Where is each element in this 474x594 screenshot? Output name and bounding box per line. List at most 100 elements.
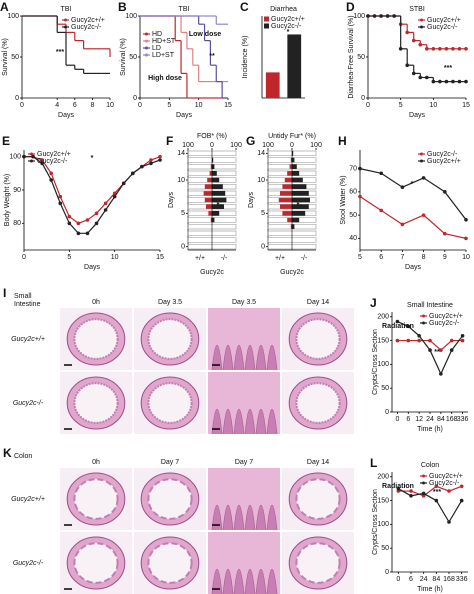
y-tick-label: 50 [129,54,137,61]
group-label: -/- [221,255,228,262]
point [112,191,117,196]
y-tick-label: 100 [353,13,365,20]
legend-marker [145,46,148,50]
legend-label: Gucy2c-/- [429,480,460,487]
point [40,161,44,166]
x-axis-label: Days [176,112,192,119]
point [76,231,81,236]
lumen [295,542,341,584]
point [140,164,144,169]
panel-label: K [3,446,12,460]
bar [212,164,215,169]
legend-marker [422,321,425,325]
villus [233,569,245,594]
point [447,489,451,493]
column-label: Day 14 [307,299,329,306]
y-tick-label: 100 [377,521,389,528]
y-tick-label: 50 [11,54,19,61]
x-tick-label: 15 [462,102,470,109]
legend-label: Gucy2c-/- [71,24,102,31]
legend-label: Gucy2c+/+ [71,17,105,24]
annotation: * [287,29,290,36]
point [434,484,439,489]
lumen [73,478,119,520]
y-tick-label: 0 [261,244,265,251]
y-tick-label: 100 [125,13,137,20]
legend-label: Gucy2c+/+ [427,158,461,165]
y-tick-label: 0 [181,244,185,251]
annotation: * [411,181,414,188]
point [85,231,90,236]
point [379,14,383,18]
villus [222,569,234,594]
y-axis-label: Stool Water (%) [340,175,347,224]
y-tick-label: 5 [181,210,185,217]
series-line [359,168,467,221]
y-tick-label: 150 [377,337,389,344]
point [418,42,423,47]
legend-marker [64,18,67,22]
x-tick-label: 84 [432,576,440,583]
bar [290,224,292,229]
y-axis-label: Survival (%) [2,38,9,76]
point [421,213,426,217]
point [58,201,63,206]
villus [211,569,223,594]
point [94,211,99,216]
y-axis-label: Days [248,192,255,208]
point [464,47,468,51]
point [379,171,384,176]
x-tick-label: 100 [230,142,242,149]
point [379,208,384,213]
panel-label: G [246,134,255,148]
point [444,47,449,51]
legend-label: Gucy2c-/- [429,320,460,327]
section-title: Intestine [14,301,41,308]
point [438,79,442,84]
y-tick-label: 50 [357,54,365,61]
point [431,79,436,84]
bar [207,177,212,183]
bar [209,171,212,176]
lumen [147,542,193,584]
bar [292,151,294,156]
x-tick-label: 8 [90,102,94,109]
y-tick-label: 100 [377,361,389,368]
point [395,338,400,343]
x-tick-label: 5 [399,102,403,109]
x-tick-label: 10 [106,102,114,109]
bar [289,164,292,169]
x-tick-label: 0 [290,142,294,149]
x-tick-label: 15 [156,254,164,261]
point [460,338,465,343]
x-tick-label: 0 [22,254,26,261]
legend-swatch [264,16,269,22]
y-tick-label: 0 [385,569,389,576]
group-label: +/+ [195,255,205,262]
x-tick-label: 6 [409,576,413,583]
row-label: Gucy2c+/+ [11,336,45,343]
annotation: *** [444,65,452,72]
chart-title: Untidy Fur* (%) [268,133,316,140]
point [464,236,468,241]
point [459,484,464,489]
x-tick-label: 0 [396,576,400,583]
x-tick-label: 6 [379,254,383,261]
x-tick-label: 10 [429,102,437,109]
y-tick-label: 0 [15,95,19,102]
annotation: Radiation [382,323,414,330]
annotation: ** [209,53,215,60]
y-tick-label: 70 [349,165,357,172]
lumen [147,318,193,360]
bar [280,191,292,196]
point [457,79,462,84]
legend-marker [420,18,423,22]
bar [287,171,292,176]
point [439,372,443,376]
point [40,158,44,162]
bar [292,197,310,203]
chart-title: Diarrhea [270,6,297,13]
point [460,334,465,338]
villus [266,505,278,531]
